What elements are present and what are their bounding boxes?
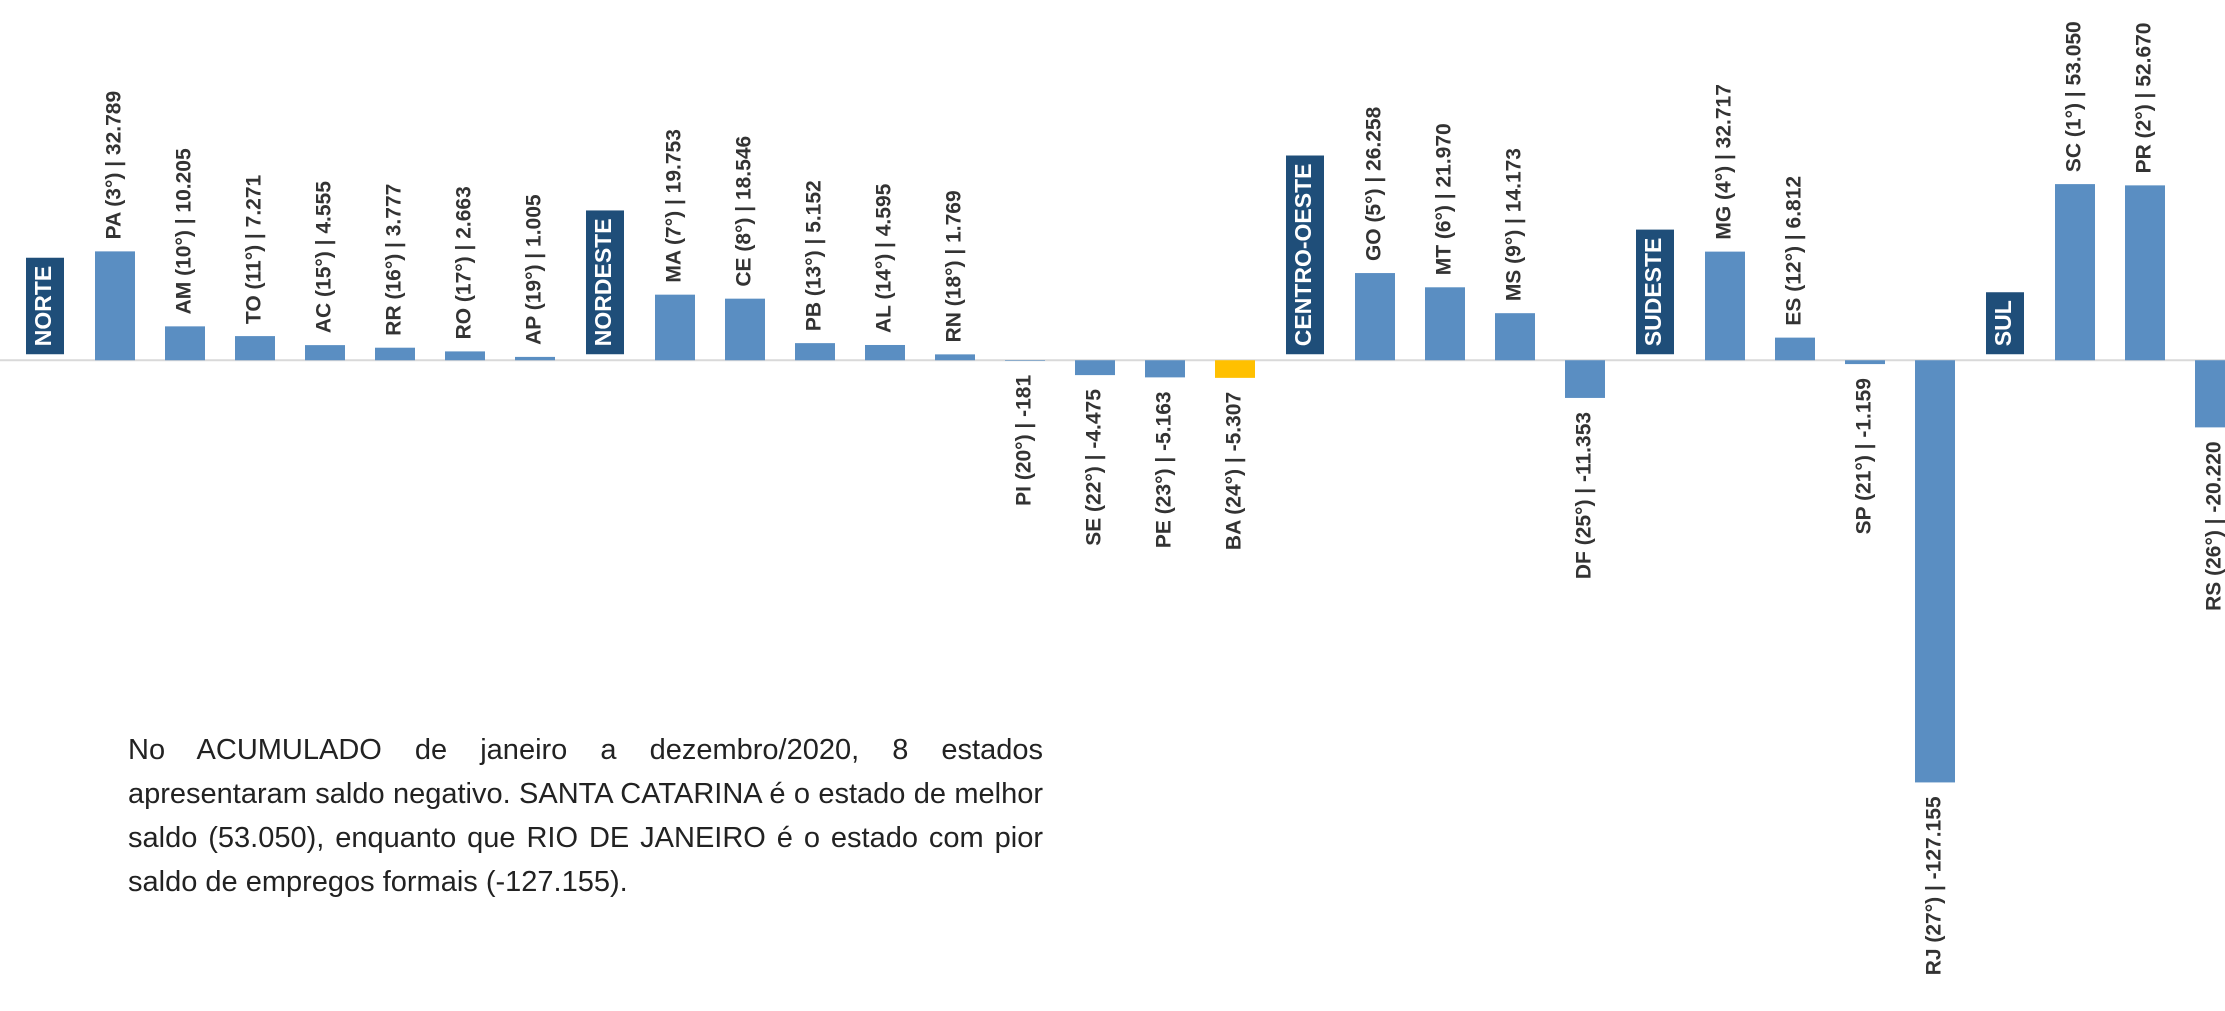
bar [1845, 360, 1885, 365]
region-box [1986, 292, 2024, 355]
region-box [586, 210, 624, 355]
bar [1495, 313, 1535, 361]
bar [795, 343, 835, 361]
bar [725, 298, 765, 361]
bar-label: AP (19°) | 1.005 [523, 194, 546, 345]
bar-label: GO (5°) | 26.258 [1363, 106, 1386, 261]
bar [1145, 360, 1185, 378]
bar-label: MS (9°) | 14.173 [1503, 148, 1526, 301]
bar-label: PA (3°) | 32.789 [103, 91, 126, 240]
bar-label: AC (15°) | 4.555 [313, 181, 336, 333]
bar-label: PI (20°) | -181 [1013, 375, 1036, 506]
bar-label: MA (7°) | 19.753 [663, 129, 686, 283]
region-label: SUDESTE [1640, 238, 1666, 347]
bar-label: AL (14°) | 4.595 [873, 183, 896, 333]
bar-label: RJ (27°) | -127.155 [1923, 796, 1946, 975]
bar-label: PB (13°) | 5.152 [803, 180, 826, 331]
bar [1705, 251, 1745, 361]
bar [655, 294, 695, 361]
bar [1005, 360, 1045, 361]
bar [445, 351, 485, 361]
bar-label: MG (4°) | 32.717 [1713, 84, 1736, 240]
bar-label: MT (6°) | 21.970 [1433, 123, 1456, 275]
bar-label: CE (8°) | 18.546 [733, 136, 756, 287]
bar-label: AM (10°) | 10.205 [173, 148, 196, 314]
bar [2055, 184, 2095, 361]
region-box [1636, 229, 1674, 355]
region-label: SUL [1990, 300, 2016, 346]
bar [1215, 360, 1255, 378]
bar-label: RS (26°) | -20.220 [2203, 441, 2225, 611]
bar [95, 251, 135, 361]
region-label: NORDESTE [590, 218, 616, 346]
bar-label: RN (18°) | 1.769 [943, 190, 966, 342]
bar-label: SP (21°) | -1.159 [1853, 378, 1876, 534]
bar [1915, 360, 1955, 783]
bar [235, 336, 275, 361]
bar [165, 326, 205, 361]
region-label: CENTRO-OESTE [1290, 164, 1316, 347]
bar-label: TO (11°) | 7.271 [243, 174, 266, 324]
bar-label: PR (2°) | 52.670 [2133, 23, 2156, 174]
note: No ACUMULADO de janeiro a dezembro/2020,… [128, 734, 1043, 898]
bar [935, 354, 975, 361]
bar [1775, 337, 1815, 361]
bar-label: RO (17°) | 2.663 [453, 186, 476, 339]
bar [1425, 287, 1465, 361]
bar [515, 356, 555, 361]
bar-label: ES (12°) | 6.812 [1783, 176, 1806, 326]
bar-label: PE (23°) | -5.163 [1153, 391, 1176, 548]
bar [375, 347, 415, 361]
bar [305, 345, 345, 361]
bar [1565, 360, 1605, 398]
region-box [1286, 155, 1324, 355]
bar-label: BA (24°) | -5.307 [1223, 392, 1246, 550]
region-box [26, 257, 64, 355]
bar-label: SE (22°) | -4.475 [1083, 389, 1106, 546]
bar [1075, 360, 1115, 376]
bar [1355, 273, 1395, 361]
region-label: NORTE [30, 266, 56, 347]
bar [2125, 185, 2165, 361]
bar-label: SC (1°) | 53.050 [2063, 21, 2086, 172]
bar [2195, 360, 2225, 428]
bar-label: DF (25°) | -11.353 [1573, 412, 1596, 579]
bar-label: RR (16°) | 3.777 [383, 184, 406, 336]
bar [865, 344, 905, 361]
